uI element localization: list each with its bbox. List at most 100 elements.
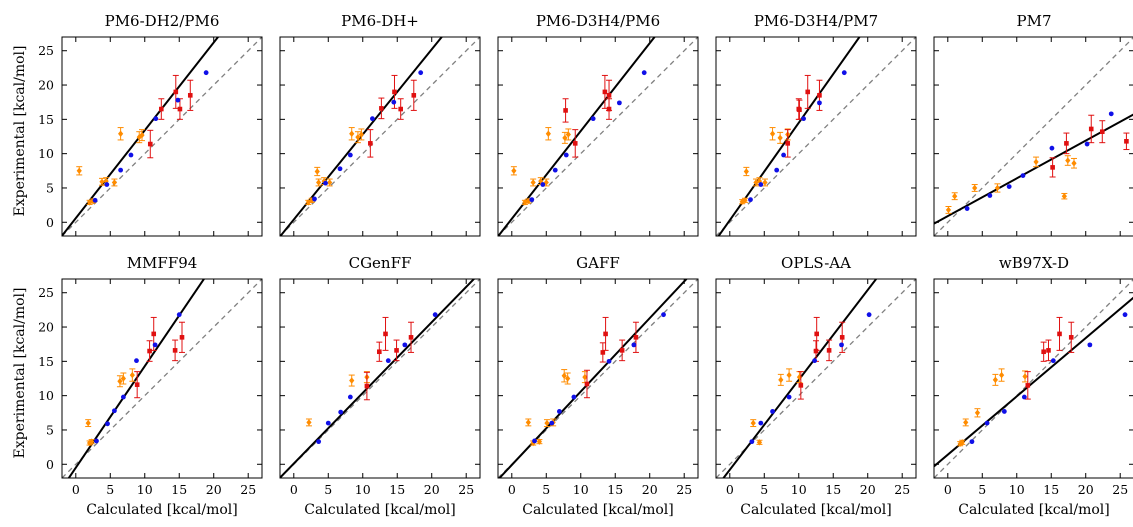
red-point: [1057, 331, 1062, 337]
x-tick-label: 25: [458, 482, 474, 497]
red-point: [134, 382, 140, 387]
red-point: [159, 106, 164, 112]
blue-point: [616, 100, 622, 106]
x-tick-label: 15: [1043, 482, 1059, 497]
red-point: [1064, 141, 1069, 146]
x-tick-label: 5: [324, 482, 332, 497]
panel-plot-area: [280, 37, 480, 236]
orange-point: [959, 439, 965, 446]
red-point: [600, 350, 606, 355]
reference-line: [62, 37, 262, 236]
orange-point: [756, 439, 763, 446]
blue-point: [1122, 312, 1128, 318]
orange-point: [998, 371, 1005, 379]
y-tick-label: 0: [46, 457, 54, 472]
red-point: [147, 348, 152, 354]
blue-point: [1021, 394, 1027, 400]
orange-point: [750, 419, 756, 427]
orange-point: [762, 179, 768, 186]
orange-point: [120, 375, 126, 382]
blue-point: [786, 394, 792, 400]
orange-point: [565, 375, 571, 382]
x-tick-label: 25: [676, 482, 692, 497]
panel-frame: [61, 36, 263, 237]
red-point: [1088, 126, 1094, 132]
blue-point: [325, 420, 331, 426]
x-tick-label: 0: [944, 482, 952, 497]
y-tick-label: 25: [38, 43, 54, 58]
blue-point: [347, 152, 353, 158]
red-point: [368, 141, 373, 146]
x-tick-label: 15: [825, 482, 841, 497]
orange-point: [129, 371, 135, 379]
blue-point: [432, 312, 438, 318]
red-point: [379, 106, 384, 111]
blue-point: [987, 193, 993, 198]
orange-point: [117, 378, 123, 385]
fit-line: [717, 37, 861, 236]
blue-point: [774, 167, 780, 173]
orange-point: [972, 184, 978, 192]
blue-point: [112, 408, 117, 414]
panel-plot-area: [62, 279, 262, 478]
panel-title: PM6-D3H4/PM6: [536, 12, 660, 30]
red-point: [173, 89, 179, 95]
panel-frame: [933, 36, 1133, 237]
red-point: [172, 348, 178, 353]
blue-point: [152, 342, 158, 348]
red-point: [572, 141, 578, 146]
blue-point: [841, 70, 847, 76]
red-point: [147, 141, 153, 147]
panel-title: PM7: [1017, 12, 1052, 30]
blue-point: [590, 116, 596, 122]
orange-point: [1022, 373, 1028, 380]
red-point: [408, 335, 414, 340]
blue-point: [391, 99, 397, 105]
panel-6: 0 5 10 15 20 25 CGenFF Calculated [kcal/mol]: [279, 254, 481, 518]
orange-point: [952, 193, 958, 200]
x-tick-label: 20: [424, 482, 440, 497]
blue-point: [175, 97, 181, 103]
blue-point: [316, 439, 322, 445]
red-point: [814, 331, 819, 337]
orange-point: [314, 168, 320, 175]
x-tick-label: 0: [290, 482, 298, 497]
panel-title: wB97X-D: [999, 254, 1069, 272]
y-tick-label: 0: [46, 215, 54, 230]
blue-point: [749, 439, 755, 445]
y-tick-label: 25: [38, 285, 54, 300]
panel-0: 0 5 10 15 20 25 PM6-DH2/PM6: [38, 12, 263, 237]
panel-plot-area: [280, 279, 480, 478]
orange-point: [769, 130, 776, 137]
panel-title: PM6-DH+: [341, 12, 419, 30]
reference-line: [62, 279, 262, 478]
blue-point: [817, 100, 822, 106]
red-point: [798, 383, 804, 388]
red-point: [177, 106, 183, 112]
blue-point: [402, 342, 408, 348]
red-point: [394, 348, 399, 353]
reference-line: [934, 37, 1133, 236]
orange-point: [777, 134, 783, 142]
x-tick-label: 5: [978, 482, 986, 497]
orange-point: [743, 168, 749, 175]
x-tick-label: 25: [240, 482, 256, 497]
panel-plot-area: [716, 37, 916, 236]
blue-point: [563, 152, 569, 158]
x-tick-label: 15: [389, 482, 405, 497]
reference-line: [498, 37, 698, 236]
orange-point: [582, 373, 588, 381]
x-tick-label: 20: [642, 482, 658, 497]
orange-point: [742, 197, 748, 204]
panel-plot-area: [716, 279, 916, 478]
panel-frame: [715, 278, 917, 479]
panel-plot-area: [498, 279, 698, 478]
orange-point: [118, 130, 124, 137]
panel-title: OPLS-AA: [781, 254, 851, 272]
blue-point: [1050, 358, 1056, 364]
orange-point: [992, 376, 998, 384]
red-point: [563, 108, 568, 113]
x-tick-label: 25: [894, 482, 910, 497]
orange-point: [316, 179, 322, 186]
blue-point: [385, 358, 391, 364]
